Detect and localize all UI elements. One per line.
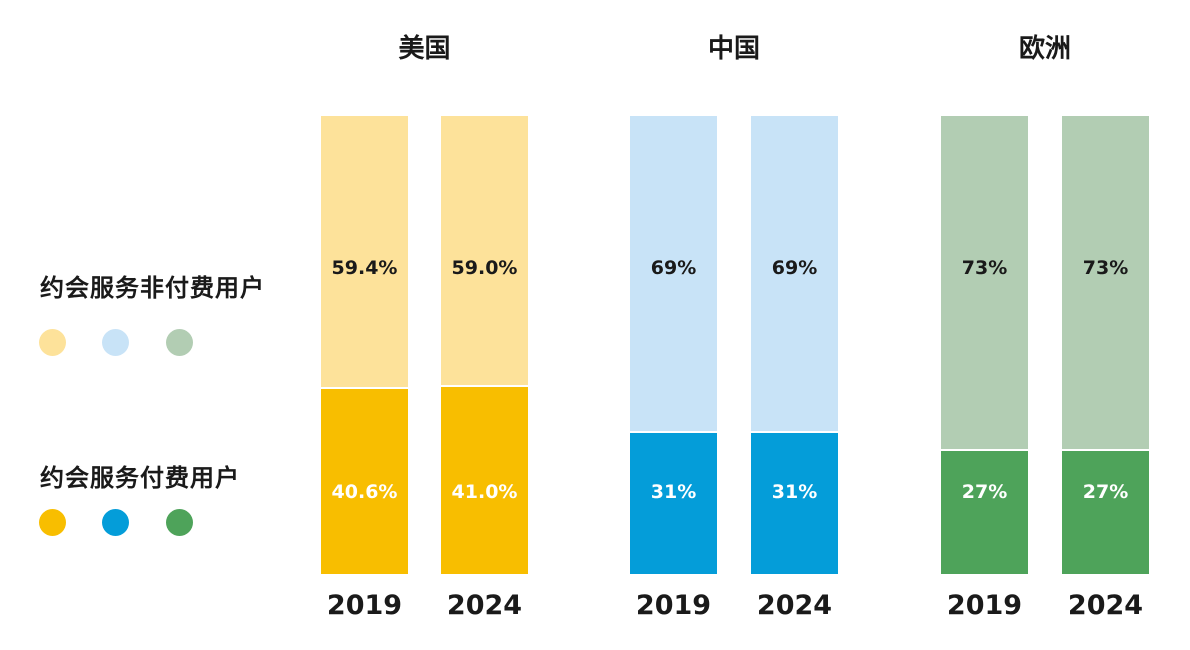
data-label-europe-2024-unpaid: 73% <box>1082 257 1129 279</box>
x-tick-usa-2024: 2024 <box>446 590 523 621</box>
bar-usa-2019-paid <box>321 389 408 574</box>
data-label-usa-2024-unpaid: 59.0% <box>451 257 518 279</box>
bar-europe-2024-unpaid <box>1062 116 1149 450</box>
bar-europe-2024-paid <box>1062 451 1149 574</box>
data-label-usa-2019-unpaid: 59.4% <box>331 257 398 279</box>
data-label-china-2024-unpaid: 69% <box>771 257 818 279</box>
data-label-usa-2024-paid: 41.0% <box>451 481 518 503</box>
data-label-europe-2024-paid: 27% <box>1082 481 1129 503</box>
bar-europe-2019-unpaid <box>941 116 1028 450</box>
x-tick-china-2019: 2019 <box>635 590 712 621</box>
region-title-china: 中国 <box>707 34 760 64</box>
legend-unpaid-swatch-2 <box>102 329 129 356</box>
data-label-europe-2019-paid: 27% <box>961 481 1008 503</box>
legend-paid-swatch-2 <box>102 509 129 536</box>
legend-unpaid-label: 约会服务非付费用户 <box>40 274 265 302</box>
legend-paid-swatch-3 <box>166 509 193 536</box>
region-title-usa: 美国 <box>398 34 451 64</box>
data-label-china-2019-paid: 31% <box>650 481 697 503</box>
bar-china-2019-unpaid <box>630 116 717 432</box>
x-tick-europe-2019: 2019 <box>946 590 1023 621</box>
x-tick-europe-2024: 2024 <box>1067 590 1144 621</box>
legend-paid-swatch-1 <box>39 509 66 536</box>
data-label-usa-2019-paid: 40.6% <box>331 481 398 503</box>
x-tick-usa-2019: 2019 <box>326 590 403 621</box>
x-tick-china-2024: 2024 <box>756 590 833 621</box>
region-title-europe: 欧洲 <box>1018 34 1071 64</box>
data-label-europe-2019-unpaid: 73% <box>961 257 1008 279</box>
bar-usa-2024-unpaid <box>441 116 528 386</box>
legend-unpaid-swatch-1 <box>39 329 66 356</box>
legend-unpaid-swatch-3 <box>166 329 193 356</box>
bar-usa-2019-unpaid <box>321 116 408 388</box>
legend-paid-label: 约会服务付费用户 <box>40 464 240 492</box>
data-label-china-2019-unpaid: 69% <box>650 257 697 279</box>
bar-china-2024-paid <box>751 433 838 574</box>
bar-china-2019-paid <box>630 433 717 574</box>
data-label-china-2024-paid: 31% <box>771 481 818 503</box>
bar-usa-2024-paid <box>441 387 528 574</box>
bar-europe-2019-paid <box>941 451 1028 574</box>
bar-china-2024-unpaid <box>751 116 838 432</box>
